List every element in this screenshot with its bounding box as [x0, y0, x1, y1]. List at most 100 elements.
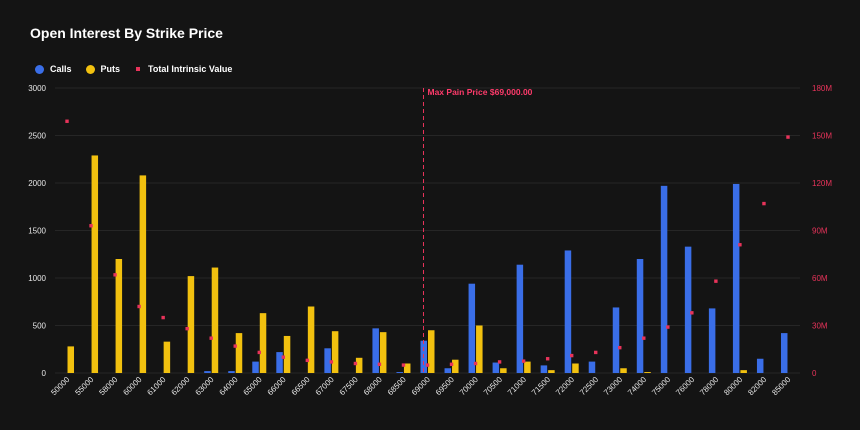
x-tick-label: 69500	[434, 375, 456, 397]
calls-bar	[396, 372, 403, 373]
legend-calls-label: Calls	[50, 64, 72, 74]
x-tick-label: 58000	[97, 375, 119, 397]
puts-bar	[331, 331, 339, 373]
intrinsic-value-point	[305, 358, 310, 363]
intrinsic-value-point	[690, 311, 694, 315]
intrinsic-value-point	[642, 336, 646, 340]
y-left-tick-label: 1500	[28, 227, 46, 236]
x-tick-label: 67500	[338, 375, 360, 397]
legend-puts-label: Puts	[100, 64, 121, 74]
puts-bar	[91, 155, 99, 373]
chart-title: Open Interest By Strike Price	[30, 25, 223, 41]
y-right-tick-label: 30M	[812, 322, 828, 331]
x-tick-label: 67000	[314, 375, 336, 397]
intrinsic-value-point	[137, 304, 141, 309]
calls-bar	[780, 333, 788, 373]
intrinsic-value-point	[425, 363, 430, 367]
y-left-tick-label: 0	[42, 369, 47, 378]
puts-bar	[620, 368, 627, 373]
intrinsic-swatch-icon	[136, 67, 141, 71]
calls-bar	[324, 348, 331, 373]
puts-bar	[403, 363, 411, 373]
puts-bar	[139, 175, 147, 373]
puts-bar	[740, 370, 747, 373]
intrinsic-value-point	[569, 353, 574, 358]
x-tick-label: 71500	[530, 375, 552, 397]
x-tick-label: 70500	[482, 375, 504, 397]
chart-legend: Calls Puts Total Intrinsic Value	[35, 64, 232, 74]
y-right-tick-label: 0	[812, 369, 817, 378]
puts-bar	[428, 330, 435, 373]
x-tick-label: 85000	[770, 375, 792, 397]
intrinsic-value-point	[666, 325, 670, 329]
intrinsic-value-point	[473, 361, 478, 366]
calls-bar	[588, 361, 596, 373]
puts-bar	[67, 346, 75, 373]
calls-bar	[564, 250, 572, 373]
puts-bar	[211, 267, 219, 373]
puts-bar	[163, 341, 171, 373]
x-tick-label: 65000	[242, 375, 264, 397]
intrinsic-value-point	[762, 201, 766, 206]
calls-bar	[516, 264, 524, 373]
x-tick-label: 68500	[386, 375, 408, 397]
x-tick-label: 74000	[626, 375, 648, 397]
intrinsic-value-point	[786, 135, 790, 139]
x-tick-label: 66000	[266, 375, 288, 397]
puts-bar	[355, 357, 363, 373]
calls-swatch-icon	[35, 64, 44, 74]
calls-bar	[660, 185, 668, 373]
x-tick-label: 82000	[746, 375, 768, 397]
puts-bar	[452, 359, 459, 373]
x-tick-label: 75000	[650, 375, 672, 397]
x-tick-label: 72000	[554, 375, 576, 397]
calls-bar	[372, 328, 379, 373]
intrinsic-value-point	[281, 355, 286, 359]
x-tick-label: 71000	[506, 375, 528, 397]
calls-bar	[252, 361, 259, 373]
intrinsic-value-point	[449, 362, 454, 366]
intrinsic-value-point	[257, 350, 261, 355]
intrinsic-value-point	[714, 279, 718, 283]
calls-bar	[540, 365, 548, 373]
intrinsic-value-point	[594, 350, 598, 355]
intrinsic-value-point	[161, 315, 165, 320]
intrinsic-value-point	[65, 119, 69, 123]
intrinsic-value-point	[89, 224, 93, 228]
x-tick-label: 55000	[73, 375, 95, 397]
x-tick-label: 63000	[194, 375, 216, 397]
y-left-tick-label: 3000	[28, 84, 46, 93]
calls-bar	[684, 246, 692, 373]
x-tick-label: 61000	[145, 375, 167, 397]
calls-bar	[276, 352, 283, 373]
puts-bar	[307, 306, 315, 373]
puts-bar	[259, 313, 267, 373]
calls-bar	[636, 259, 644, 373]
y-right-tick-label: 180M	[812, 84, 832, 93]
calls-bar	[732, 183, 740, 373]
legend-item-calls[interactable]: Calls	[35, 64, 72, 74]
intrinsic-value-point	[545, 357, 550, 361]
legend-intrinsic-label: Total Intrinsic Value	[148, 64, 233, 74]
puts-swatch-icon	[85, 64, 95, 74]
y-left-tick-label: 2500	[28, 132, 46, 141]
calls-bar	[204, 371, 211, 373]
intrinsic-value-point	[401, 363, 406, 367]
intrinsic-value-point	[521, 359, 526, 363]
calls-bar	[228, 371, 235, 373]
legend-item-intrinsic[interactable]: Total Intrinsic Value	[134, 64, 232, 74]
puts-bar	[500, 368, 507, 373]
puts-bar	[572, 363, 579, 373]
calls-bar	[444, 368, 452, 373]
x-tick-label: 80000	[722, 375, 744, 397]
calls-bar	[492, 362, 500, 373]
puts-bar	[187, 276, 195, 373]
calls-bar	[468, 283, 476, 373]
puts-bar	[379, 332, 387, 373]
puts-bar	[235, 333, 243, 373]
y-right-tick-label: 90M	[812, 227, 828, 236]
legend-item-puts[interactable]: Puts	[85, 64, 121, 74]
x-tick-label: 72500	[578, 375, 600, 397]
intrinsic-value-point	[377, 362, 382, 366]
